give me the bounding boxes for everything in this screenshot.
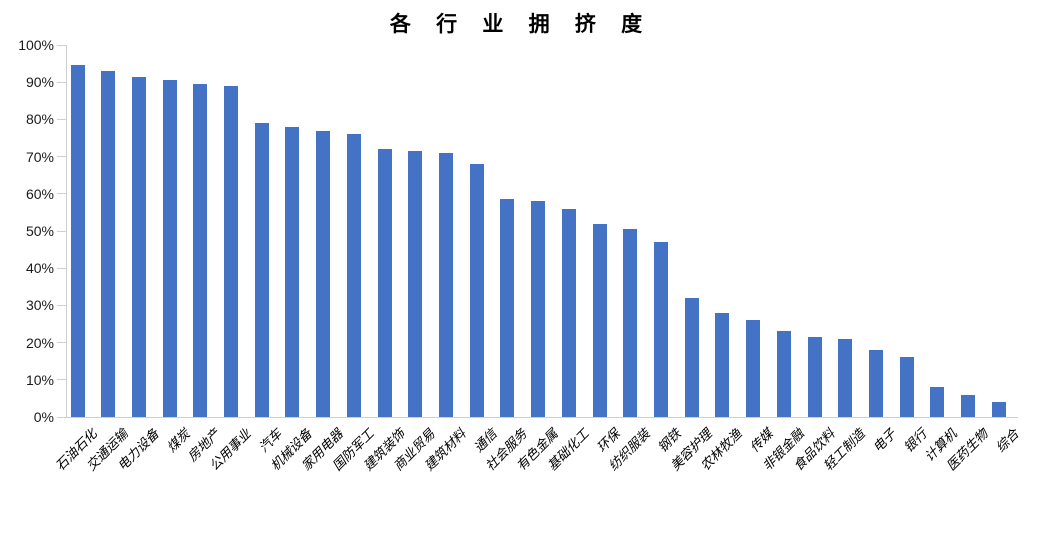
plot-area [66, 45, 1018, 417]
bar [899, 357, 914, 417]
bar [776, 331, 791, 417]
bar [930, 387, 945, 417]
bar [531, 201, 546, 417]
bar [285, 126, 300, 417]
bar [500, 199, 515, 417]
bar [746, 320, 761, 417]
bar [807, 337, 822, 417]
bar [439, 152, 454, 417]
y-tick [57, 156, 66, 158]
bar [592, 223, 607, 417]
y-tick-label: 50% [25, 223, 54, 239]
bar [316, 130, 331, 417]
y-tick [57, 304, 66, 306]
y-tick-label: 70% [25, 148, 54, 165]
bar [561, 208, 576, 417]
x-category-label: 电子 [869, 426, 899, 456]
bar [469, 164, 484, 417]
y-tick [57, 193, 66, 195]
y-tick [57, 44, 66, 46]
bar [193, 84, 208, 417]
bar [653, 242, 668, 417]
y-tick [57, 379, 66, 381]
y-tick-label: 0% [33, 409, 54, 425]
bar [991, 402, 1006, 417]
y-tick-label: 100% [18, 37, 54, 53]
y-tick [57, 416, 66, 418]
y-tick [57, 267, 66, 269]
bar [377, 149, 392, 417]
bar [254, 123, 269, 417]
bar [131, 76, 146, 417]
y-tick-label: 60% [25, 185, 54, 202]
x-axis-line [66, 417, 1018, 418]
bar [838, 338, 853, 417]
y-tick [57, 118, 66, 120]
bar [623, 229, 638, 417]
chart-title: 各 行 业 拥 挤 度 [389, 12, 653, 36]
bar [224, 85, 239, 417]
x-category-label: 综合 [992, 426, 1022, 456]
y-tick [57, 342, 66, 344]
bar [408, 151, 423, 417]
y-tick-label: 10% [25, 371, 54, 388]
y-tick-label: 30% [25, 297, 54, 314]
bar [715, 312, 730, 417]
bar [101, 71, 116, 417]
y-tick-label: 80% [25, 111, 54, 128]
y-tick [57, 81, 66, 83]
bar [961, 394, 976, 417]
bar [684, 297, 699, 417]
y-tick-label: 20% [25, 334, 54, 351]
bar [868, 350, 883, 417]
bar [162, 80, 177, 417]
y-tick-label: 40% [25, 260, 54, 277]
y-tick-label: 90% [25, 74, 54, 91]
y-axis-line [66, 45, 67, 418]
bar [70, 65, 85, 417]
y-tick [57, 230, 66, 232]
bar [346, 134, 361, 417]
